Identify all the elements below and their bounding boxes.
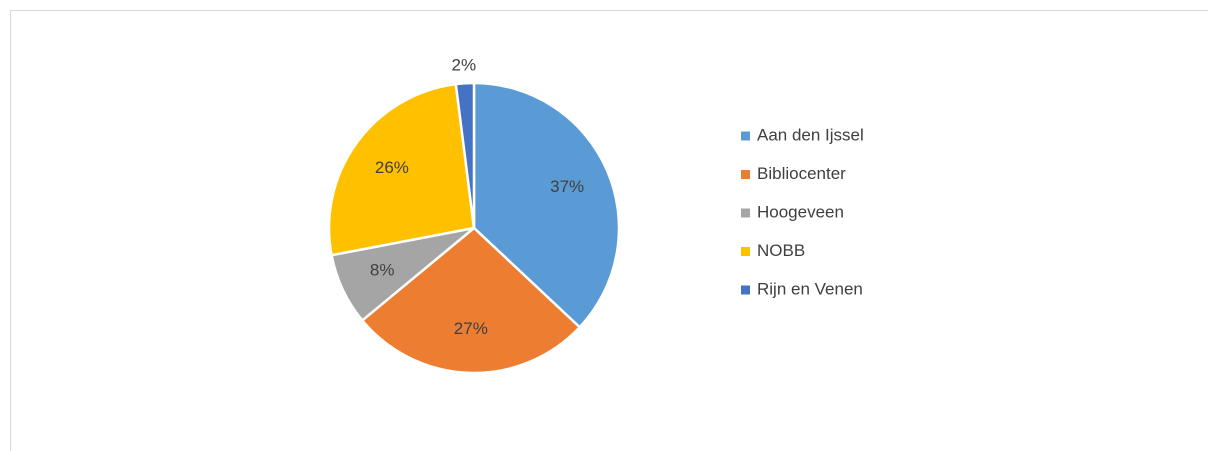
pie-slice bbox=[472, 81, 621, 330]
data-label: 27% bbox=[454, 319, 488, 338]
legend-label: Hoogeveen bbox=[757, 202, 844, 221]
legend-label: NOBB bbox=[757, 241, 805, 260]
legend-swatch bbox=[741, 131, 750, 141]
legend-swatch bbox=[741, 208, 750, 218]
data-label: 37% bbox=[550, 177, 584, 196]
pie-slice bbox=[327, 82, 476, 257]
legend-swatch bbox=[741, 170, 750, 179]
legend-swatch bbox=[741, 247, 750, 256]
legend-label: Rijn en Venen bbox=[757, 279, 863, 298]
legend-swatch bbox=[741, 285, 750, 295]
data-label: 8% bbox=[370, 261, 395, 280]
data-label: 26% bbox=[375, 158, 409, 177]
pie-slice bbox=[360, 226, 582, 375]
legend-label: Bibliocenter bbox=[757, 164, 846, 183]
legend-label: Aan den Ijssel bbox=[757, 125, 864, 144]
pie-slice bbox=[454, 81, 476, 229]
data-label: 2% bbox=[452, 55, 477, 74]
